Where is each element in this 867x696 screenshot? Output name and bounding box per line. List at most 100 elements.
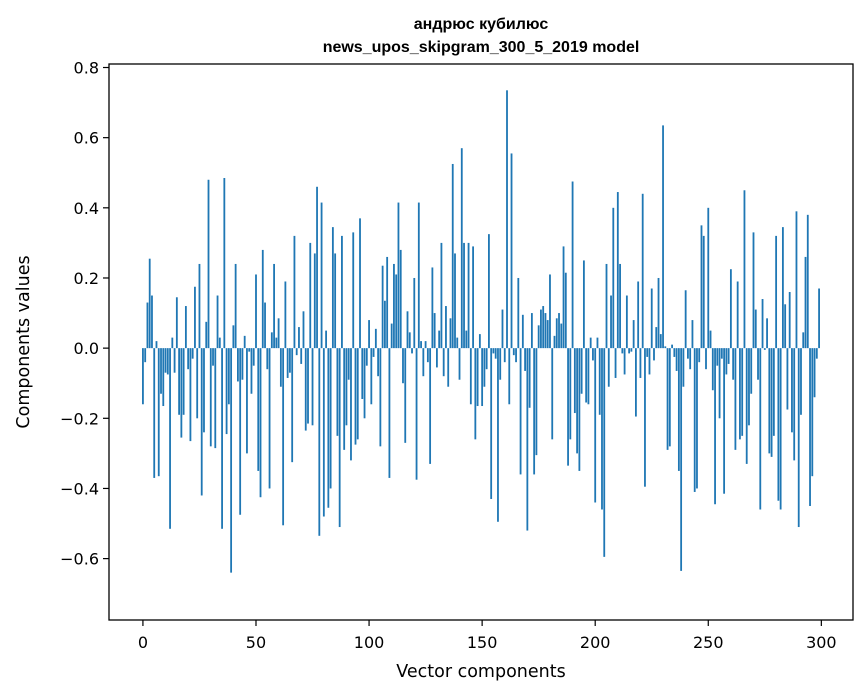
bar-233	[668, 348, 671, 447]
x-tick-label: 250	[693, 633, 724, 652]
bar-287	[791, 348, 793, 433]
bar-106	[381, 265, 384, 349]
bar-128	[431, 267, 434, 349]
bar-29	[207, 179, 210, 349]
bar-130	[436, 348, 438, 368]
bar-134	[445, 306, 447, 349]
bar-268	[748, 348, 750, 426]
bar-39	[230, 348, 233, 573]
bar-240	[684, 290, 687, 349]
bar-296	[811, 348, 814, 477]
bar-159	[501, 309, 504, 349]
bar-40	[232, 325, 235, 349]
bar-37	[225, 348, 228, 435]
bar-48	[250, 348, 253, 394]
bar-49	[252, 348, 255, 366]
bar-260	[729, 269, 732, 349]
bar-141	[460, 148, 463, 349]
bar-101	[370, 348, 373, 405]
bar-155	[492, 348, 495, 354]
bar-162	[508, 348, 511, 405]
bar-80	[322, 348, 325, 517]
bar-54	[264, 302, 266, 349]
bar-119	[411, 348, 413, 354]
bar-68	[295, 348, 298, 356]
bar-193	[578, 348, 581, 471]
bar-165	[515, 348, 517, 363]
bar-1	[144, 348, 147, 363]
bar-195	[582, 260, 585, 349]
bar-0	[142, 348, 144, 405]
bar-19	[184, 306, 187, 349]
bar-92	[350, 348, 352, 461]
bar-58	[273, 263, 275, 349]
bar-205	[605, 263, 608, 349]
bar-269	[750, 348, 753, 394]
bar-57	[270, 332, 273, 349]
bar-118	[408, 332, 411, 349]
bar-108	[386, 256, 389, 349]
bar-274	[761, 299, 764, 349]
bar-289	[795, 211, 798, 349]
bar-166	[517, 277, 520, 349]
bar-63	[284, 281, 287, 349]
bar-2	[146, 302, 149, 349]
bar-172	[530, 313, 533, 349]
bar-45	[243, 335, 246, 349]
bar-4	[151, 295, 153, 349]
bar-109	[388, 348, 391, 478]
x-tick-label: 200	[580, 633, 611, 652]
bar-146	[472, 246, 474, 349]
bar-280	[775, 235, 778, 349]
bar-265	[741, 348, 744, 436]
bar-93	[352, 232, 355, 349]
bar-82	[327, 348, 330, 508]
bar-133	[442, 348, 445, 377]
bar-94	[354, 348, 357, 445]
bar-28	[205, 321, 208, 349]
bar-31	[212, 348, 214, 366]
bar-122	[417, 202, 420, 349]
bar-139	[456, 337, 459, 349]
bar-142	[463, 242, 465, 349]
bar-78	[318, 348, 321, 536]
y-tick-label: 0.2	[74, 269, 99, 288]
bar-147	[474, 348, 477, 440]
bar-13	[171, 337, 174, 349]
bar-275	[763, 348, 766, 350]
bar-10	[164, 348, 167, 373]
bar-126	[426, 348, 429, 363]
x-tick-label: 50	[246, 633, 266, 652]
bar-112	[395, 274, 398, 349]
bar-34	[218, 337, 221, 349]
bar-288	[793, 348, 796, 461]
bar-96	[359, 218, 361, 349]
bar-248	[702, 235, 705, 349]
bar-270	[752, 232, 755, 349]
bar-33	[216, 295, 219, 349]
bar-3	[148, 258, 151, 349]
bar-241	[687, 348, 689, 359]
bar-7	[157, 348, 160, 477]
bar-110	[390, 323, 393, 349]
y-axis-ticks: 0.8 0.6 0.4 0.2 0.0 −0.2 −0.4 −0.6	[60, 59, 109, 569]
bar-76	[313, 253, 316, 349]
bar-176	[540, 309, 542, 349]
y-tick-label: −0.6	[60, 550, 99, 569]
bar-261	[732, 348, 735, 380]
bar-271	[754, 309, 757, 349]
bar-16	[178, 348, 181, 415]
bar-98	[363, 348, 366, 419]
bar-73	[307, 348, 309, 424]
bar-127	[429, 348, 432, 464]
bar-236	[675, 348, 678, 371]
bar-169	[524, 348, 526, 371]
bar-50	[255, 274, 257, 349]
y-tick-label: 0.6	[74, 129, 99, 148]
bar-32	[214, 348, 217, 449]
bar-262	[734, 348, 737, 450]
bar-25	[198, 263, 201, 349]
bar-196	[585, 348, 588, 403]
x-axis-label: Vector components	[396, 662, 565, 682]
bar-170	[526, 348, 529, 531]
